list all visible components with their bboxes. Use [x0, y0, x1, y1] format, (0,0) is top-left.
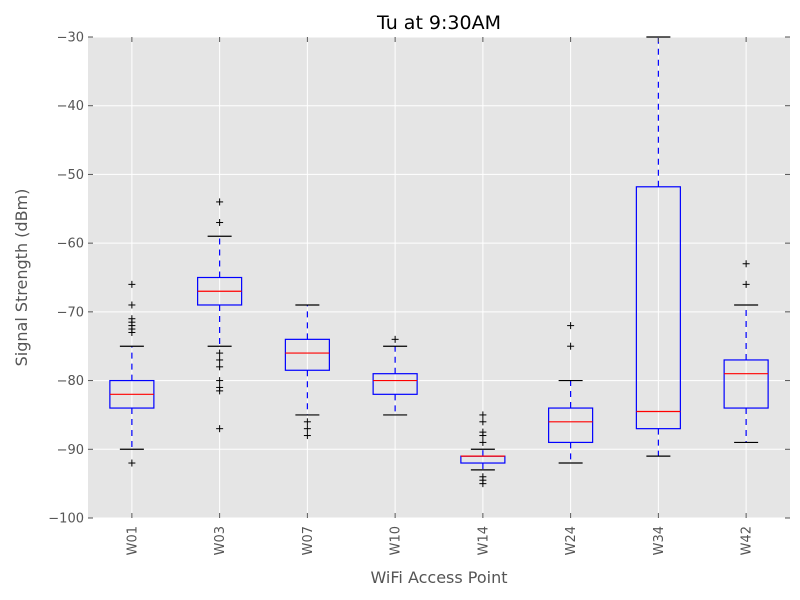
flier-point: [128, 301, 136, 309]
y-tick-label: −100: [48, 512, 84, 527]
x-tick-label: W34: [652, 526, 667, 555]
flier-point: [216, 349, 224, 357]
flier-point: [567, 342, 575, 350]
y-tick-label: −80: [57, 374, 84, 389]
box-w24: [548, 322, 594, 464]
flier-point: [479, 432, 487, 440]
flier-point: [216, 363, 224, 371]
flier-point: [479, 418, 487, 426]
flier-point: [742, 280, 750, 288]
flier-point: [303, 425, 311, 433]
flier-point: [216, 377, 224, 385]
flier-point: [303, 432, 311, 440]
box-w01: [109, 280, 155, 467]
flier-point: [216, 219, 224, 227]
x-tick-label: W10: [389, 526, 404, 555]
y-tick-label: −40: [57, 99, 84, 114]
y-tick-label: −70: [57, 305, 84, 320]
iqr-box: [372, 373, 418, 395]
plot-area: [88, 37, 790, 518]
flier-point: [479, 411, 487, 419]
y-tick-label: −60: [57, 237, 84, 252]
box-w10: [372, 335, 418, 416]
iqr-box: [635, 186, 681, 430]
flier-point: [216, 425, 224, 433]
x-tick-label: W14: [476, 526, 491, 555]
x-tick-label: W07: [301, 526, 316, 555]
x-tick-label: W01: [125, 526, 140, 555]
y-axis-label: Signal Strength (dBm): [12, 189, 31, 367]
flier-point: [479, 480, 487, 488]
flier-point: [128, 280, 136, 288]
flier-point: [128, 328, 136, 336]
flier-point: [567, 322, 575, 330]
x-tick-label: W03: [213, 526, 228, 555]
iqr-box: [723, 359, 769, 409]
iqr-box: [548, 407, 594, 444]
x-tick-label: W24: [564, 526, 579, 555]
flier-point: [303, 418, 311, 426]
flier-point: [216, 198, 224, 206]
box-w34: [635, 36, 681, 457]
boxes-layer: [109, 36, 769, 488]
y-tick-label: −50: [57, 168, 84, 183]
ticks-layer: −100 −90 −80 −70 −60 −50 −40 −30 W01 W03 W07 W10 W14…: [48, 31, 790, 555]
chart-title: Tu at 9:30AM: [376, 12, 501, 34]
x-axis-label: WiFi Access Point: [370, 568, 507, 587]
y-tick-label: −90: [57, 443, 84, 458]
flier-point: [216, 356, 224, 364]
flier-point: [391, 335, 399, 343]
y-tick-label: −30: [57, 31, 84, 46]
flier-point: [128, 459, 136, 467]
box-w14: [460, 411, 506, 488]
box-w03: [197, 198, 243, 433]
box-w42: [723, 260, 769, 444]
flier-point: [479, 438, 487, 446]
iqr-box: [284, 338, 330, 371]
box-w07: [284, 304, 330, 440]
flier-point: [216, 387, 224, 395]
x-tick-label: W42: [740, 526, 755, 555]
flier-point: [742, 260, 750, 268]
